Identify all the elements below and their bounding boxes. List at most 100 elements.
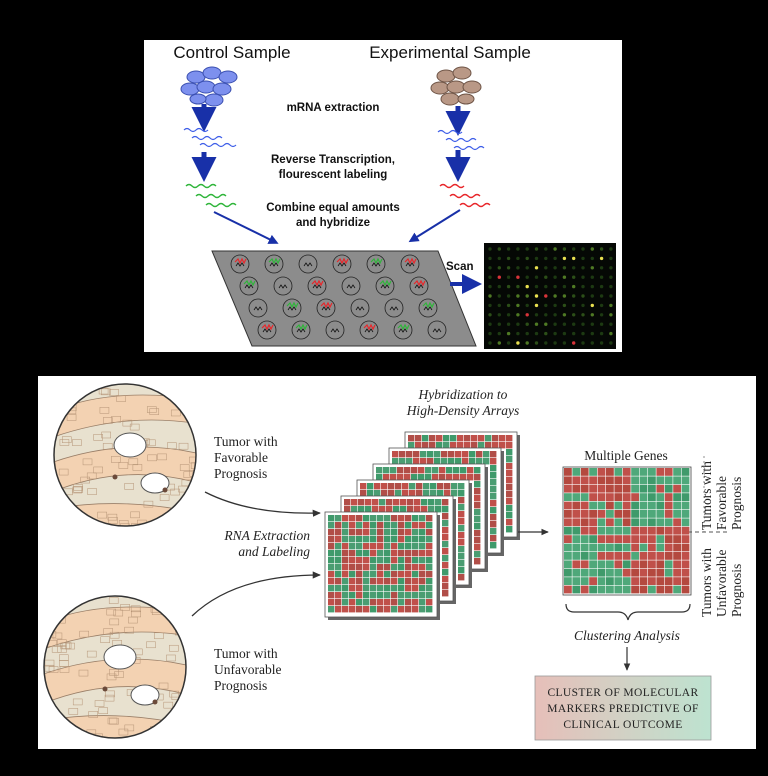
array-cell xyxy=(342,592,349,599)
tissue-cell xyxy=(118,728,129,736)
array-cell xyxy=(363,550,370,557)
array-cell xyxy=(448,451,455,458)
array-cell xyxy=(328,564,335,571)
cell-nucleus xyxy=(102,686,108,692)
heatmap-cell xyxy=(606,476,614,485)
tissue-cell xyxy=(106,673,117,681)
array-cell xyxy=(414,506,421,513)
array-cell xyxy=(376,474,383,481)
array-cell xyxy=(450,442,457,449)
array-cell xyxy=(370,564,377,571)
scan-spot xyxy=(562,256,567,261)
scan-spot xyxy=(497,256,501,261)
array-cell xyxy=(363,571,370,578)
scan-spot xyxy=(544,294,548,298)
tissue-cell xyxy=(109,717,119,725)
array-cell xyxy=(430,490,437,497)
array-cell xyxy=(426,592,433,599)
array-cell xyxy=(342,543,349,550)
heatmap-cell xyxy=(648,543,656,552)
side-favorable-line1: Tumors with xyxy=(699,461,714,530)
heatmap-cell xyxy=(622,585,631,594)
scan-spot xyxy=(599,341,604,345)
probe-strand xyxy=(414,284,424,289)
heatmap-cell xyxy=(614,568,623,577)
array-cell xyxy=(367,483,374,490)
tissue-cell xyxy=(103,417,113,424)
array-cell xyxy=(506,519,513,526)
array-cell xyxy=(384,585,391,592)
array-cell xyxy=(490,451,497,458)
tissue-cell xyxy=(178,442,189,450)
scan-spot xyxy=(525,284,529,289)
array-cell xyxy=(442,562,449,569)
array-cell xyxy=(391,522,398,529)
scan-spot xyxy=(516,303,520,308)
heatmap-cell xyxy=(614,518,623,527)
heatmap-cell xyxy=(606,585,614,594)
heatmap-cell xyxy=(580,510,589,518)
array-cell xyxy=(356,585,363,592)
heatmap-cell xyxy=(606,518,614,527)
array-cell xyxy=(377,599,384,606)
array-cell xyxy=(356,571,363,578)
array-cell xyxy=(490,500,497,507)
array-cell xyxy=(412,592,419,599)
heatmap-cell xyxy=(564,501,572,510)
control-sample-label: Control Sample xyxy=(173,43,290,62)
scan-spot xyxy=(534,247,539,251)
array-cell xyxy=(444,490,451,497)
array-cell xyxy=(384,571,391,578)
array-cell xyxy=(420,458,427,465)
probe-strand xyxy=(432,328,442,333)
heatmap-cell xyxy=(673,526,681,535)
array-cell xyxy=(335,606,342,613)
scan-spot xyxy=(544,256,548,261)
array-cell xyxy=(377,592,384,599)
scan-spot xyxy=(553,303,557,308)
array-cell xyxy=(485,435,492,442)
hybridized-probe xyxy=(404,257,417,265)
probe-strand xyxy=(321,306,331,311)
array-cell xyxy=(419,543,426,550)
array-cell xyxy=(381,483,388,490)
scan-spot xyxy=(590,256,594,261)
scan-spot xyxy=(590,322,594,326)
heatmap-cell xyxy=(639,526,648,535)
array-cell xyxy=(419,557,426,564)
array-cell xyxy=(365,506,372,513)
hybridized-probe xyxy=(261,323,274,331)
scan-spot xyxy=(572,303,576,308)
cell-nucleus xyxy=(112,474,118,480)
array-spot xyxy=(393,320,413,340)
array-cell xyxy=(335,578,342,585)
hybridized-probe xyxy=(413,279,426,287)
heatmap-cell xyxy=(606,535,614,543)
array-cell xyxy=(462,451,469,458)
heatmap-cell xyxy=(589,543,597,552)
heatmap-cell xyxy=(622,568,631,577)
heatmap-cell xyxy=(614,468,623,476)
experimental-mrna-strands xyxy=(437,129,485,151)
array-cell xyxy=(384,578,391,585)
array-spot xyxy=(427,320,447,340)
array-cell xyxy=(342,606,349,613)
heatmap-cell xyxy=(648,535,656,543)
step-rt-line2: flourescent labeling xyxy=(279,169,388,181)
scan-spot xyxy=(562,331,567,336)
heatmap-cell xyxy=(597,518,606,527)
array-cell xyxy=(426,543,433,550)
array-cell xyxy=(441,451,448,458)
scan-spot xyxy=(553,331,557,336)
array-cell xyxy=(506,442,513,449)
heatmap-cell xyxy=(597,552,606,560)
scan-spot xyxy=(609,256,613,261)
scan-spot xyxy=(534,303,539,308)
scan-spot xyxy=(572,294,576,298)
array-cell xyxy=(370,571,377,578)
array-cell xyxy=(426,522,433,529)
array-cell xyxy=(442,527,449,534)
scan-spot xyxy=(544,313,548,317)
heatmap-cell xyxy=(564,526,572,535)
scan-spot xyxy=(488,294,492,298)
